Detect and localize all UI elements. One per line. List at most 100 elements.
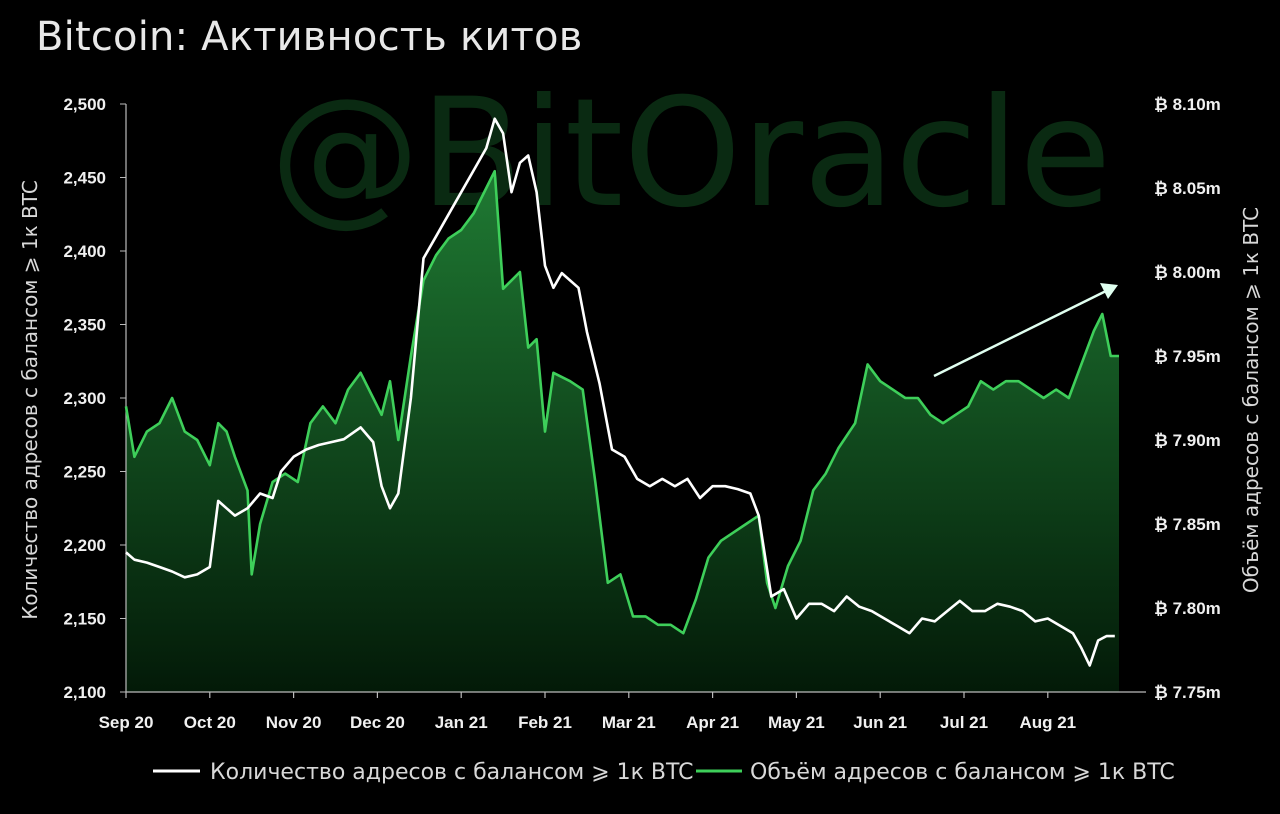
volume-data-point <box>720 540 722 542</box>
count-data-point <box>833 610 835 612</box>
annotation-layer <box>933 283 1118 378</box>
volume-data-point <box>620 574 622 576</box>
volume-data-point <box>645 616 647 618</box>
count-data-point <box>687 478 689 480</box>
y-right-tick-label: ₿ 8.10m <box>1154 95 1221 114</box>
volume-data-point <box>1005 380 1007 382</box>
volume-data-point <box>247 490 249 492</box>
volume-data-point <box>435 254 437 256</box>
x-tick-label: Sep 20 <box>99 713 154 732</box>
count-data-point <box>511 191 513 193</box>
volume-data-point <box>800 540 802 542</box>
count-data-point <box>1089 665 1091 667</box>
count-data-point <box>796 618 798 620</box>
count-data-point <box>410 397 412 399</box>
count-data-point <box>159 566 161 568</box>
volume-data-point <box>569 380 571 382</box>
count-data-point <box>343 438 345 440</box>
y-left-tick-label: 2,200 <box>63 536 106 555</box>
volume-data-point <box>1110 355 1112 357</box>
count-data-point <box>372 441 374 443</box>
count-data-point <box>636 478 638 480</box>
volume-data-point <box>955 414 957 416</box>
y-right-tick-label: ₿ 7.75m <box>1154 683 1221 702</box>
count-data-point <box>1114 635 1116 637</box>
count-data-point <box>502 133 504 135</box>
count-data-point <box>305 449 307 451</box>
y-left-tick-label: 2,400 <box>63 242 106 261</box>
count-data-point <box>553 287 555 289</box>
trend-arrow-shaft <box>933 289 1107 378</box>
count-data-point <box>527 155 529 157</box>
volume-data-point <box>553 372 555 374</box>
y-right-axis-title: Объём адресов с балансом ⩾ 1к BTC <box>1239 207 1263 593</box>
volume-data-point <box>527 347 529 349</box>
count-data-point <box>171 571 173 573</box>
count-data-point <box>1081 647 1083 649</box>
volume-data-point <box>184 431 186 433</box>
count-data-point <box>331 441 333 443</box>
volume-data-point <box>1043 397 1045 399</box>
y-right-tick-label: ₿ 7.80m <box>1154 599 1221 618</box>
count-data-point <box>1009 606 1011 608</box>
x-tick-label: Mar 21 <box>602 713 656 732</box>
volume-data-point <box>708 557 710 559</box>
count-data-point <box>544 265 546 267</box>
volume-data-point <box>460 229 462 231</box>
count-data-point <box>611 449 613 451</box>
chart-title: Bitcoin: Активность китов <box>36 14 583 60</box>
count-data-point <box>389 508 391 510</box>
count-data-point <box>578 287 580 289</box>
y-left-tick-label: 2,300 <box>63 389 106 408</box>
volume-data-point <box>322 406 324 408</box>
volume-data-point <box>448 238 450 240</box>
volume-data-point <box>733 532 735 534</box>
count-data-point <box>674 485 676 487</box>
x-tick-label: Jul 21 <box>940 713 988 732</box>
volume-data-point <box>502 288 504 290</box>
count-data-point <box>448 214 450 216</box>
volume-data-point <box>854 422 856 424</box>
count-data-point <box>934 621 936 623</box>
volume-data-point <box>519 271 521 273</box>
volume-data-point <box>209 464 211 466</box>
volume-data-point <box>942 422 944 424</box>
count-data-point <box>196 574 198 576</box>
y-left-tick-label: 2,150 <box>63 610 106 629</box>
count-data-point <box>1060 625 1062 627</box>
volume-data-point <box>683 632 685 634</box>
count-data-point <box>184 577 186 579</box>
count-data-point <box>712 485 714 487</box>
volume-data-point <box>217 422 219 424</box>
count-data-point <box>750 493 752 495</box>
volume-data-point <box>967 406 969 408</box>
count-data-point <box>884 618 886 620</box>
count-data-point <box>259 493 261 495</box>
x-tick-label: Oct 20 <box>184 713 236 732</box>
count-data-point <box>896 625 898 627</box>
count-data-point <box>146 562 148 564</box>
count-data-point <box>226 508 228 510</box>
legend: Количество адресов с балансом ⩾ 1к BTC Об… <box>153 760 1175 785</box>
volume-data-point <box>171 397 173 399</box>
count-data-point <box>494 118 496 120</box>
x-tick-label: Aug 21 <box>1019 713 1076 732</box>
volume-data-point <box>511 280 513 282</box>
volume-data-point <box>1018 380 1020 382</box>
y-left-axis-title: Количество адресов с балансом ⩾ 1к BTC <box>18 180 42 620</box>
count-data-point <box>125 552 127 554</box>
volume-data-point <box>1102 313 1104 315</box>
watermark: @BitOracle <box>270 67 1111 241</box>
volume-data-point <box>335 422 337 424</box>
volume-data-point <box>284 473 286 475</box>
volume-data-point <box>360 372 362 374</box>
volume-data-point <box>892 389 894 391</box>
count-data-point <box>859 606 861 608</box>
count-data-point <box>997 603 999 605</box>
legend-label-count: Количество адресов с балансом ⩾ 1к BTC <box>210 760 694 785</box>
count-data-point <box>821 603 823 605</box>
count-data-point <box>398 493 400 495</box>
count-data-point <box>1072 632 1074 634</box>
count-data-point <box>909 632 911 634</box>
